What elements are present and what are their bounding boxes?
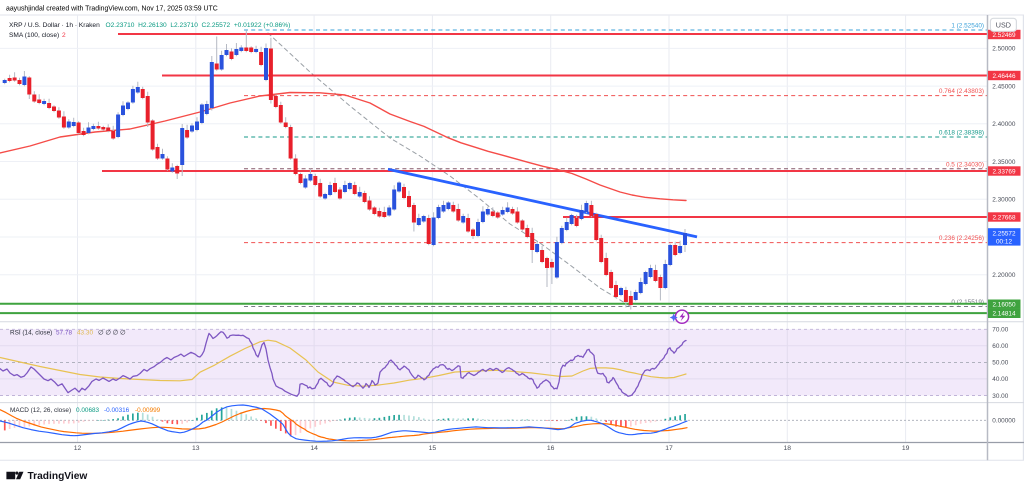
- svg-text:2.20000: 2.20000: [992, 272, 1016, 279]
- svg-text:2.35000: 2.35000: [992, 159, 1016, 166]
- svg-text:2.45000: 2.45000: [992, 83, 1016, 90]
- svg-text:0.764 (2.43803): 0.764 (2.43803): [939, 88, 984, 95]
- svg-text:40.00: 40.00: [992, 376, 1008, 383]
- svg-text:2.50000: 2.50000: [992, 46, 1016, 53]
- svg-text:30.00: 30.00: [992, 393, 1008, 400]
- svg-text:57.78: 57.78: [56, 329, 72, 336]
- svg-text:O2.23710 H2.26130 L2.23710: O2.23710 H2.26130 L2.23710 C2.25572 +0.0…: [106, 22, 291, 29]
- svg-text:15: 15: [429, 445, 437, 452]
- svg-text:70.00: 70.00: [992, 327, 1008, 334]
- svg-text:2.25572: 2.25572: [992, 230, 1016, 237]
- svg-text:14: 14: [310, 445, 318, 452]
- svg-text:RSI (14, close): RSI (14, close): [10, 329, 52, 336]
- svg-text:TradingView: TradingView: [28, 471, 88, 482]
- svg-text:-0.00316: -0.00316: [104, 407, 130, 414]
- svg-text:MACD (12, 26, close): MACD (12, 26, close): [10, 407, 71, 414]
- svg-text:2.40000: 2.40000: [992, 121, 1016, 128]
- svg-text:∅ ∅ ∅ ∅: ∅ ∅ ∅ ∅: [98, 329, 126, 336]
- svg-text:XRP / U.S. Dollar · 1h · Krake: XRP / U.S. Dollar · 1h · Kraken: [9, 22, 100, 29]
- svg-text:43.30: 43.30: [77, 329, 93, 336]
- svg-text:aayushjindal created with Trad: aayushjindal created with TradingView.co…: [6, 6, 218, 13]
- svg-text:0.00683: 0.00683: [76, 407, 100, 414]
- svg-text:2.27668: 2.27668: [992, 214, 1016, 221]
- svg-text:2.16050: 2.16050: [992, 302, 1016, 309]
- svg-text:0.618 (2.38398): 0.618 (2.38398): [939, 130, 984, 137]
- svg-text:2: 2: [62, 32, 66, 39]
- svg-text:0.236 (2.24256): 0.236 (2.24256): [939, 235, 984, 242]
- svg-text:0 (2.15519): 0 (2.15519): [951, 299, 984, 306]
- svg-text:2.33769: 2.33769: [992, 168, 1016, 175]
- svg-text:USD: USD: [996, 21, 1011, 30]
- svg-text:2.30000: 2.30000: [992, 197, 1016, 204]
- svg-text:13: 13: [192, 445, 200, 452]
- svg-text:12: 12: [74, 445, 82, 452]
- svg-text:1 (2.52540): 1 (2.52540): [951, 23, 984, 30]
- svg-text:2.52469: 2.52469: [992, 32, 1016, 39]
- svg-text:16: 16: [547, 445, 555, 452]
- svg-text:0.00000: 0.00000: [992, 418, 1016, 425]
- svg-text:18: 18: [784, 445, 792, 452]
- svg-text:50.00: 50.00: [992, 360, 1008, 367]
- svg-text:2.14814: 2.14814: [992, 311, 1016, 318]
- svg-text:00:12: 00:12: [996, 239, 1012, 246]
- svg-text:-0.00999: -0.00999: [135, 407, 161, 414]
- svg-text:2.46446: 2.46446: [992, 73, 1016, 80]
- svg-text:SMA (100, close): SMA (100, close): [9, 32, 59, 39]
- svg-text:0.5 (2.34030): 0.5 (2.34030): [946, 161, 984, 168]
- svg-text:17: 17: [665, 445, 673, 452]
- svg-text:19: 19: [902, 445, 910, 452]
- svg-text:60.00: 60.00: [992, 343, 1008, 350]
